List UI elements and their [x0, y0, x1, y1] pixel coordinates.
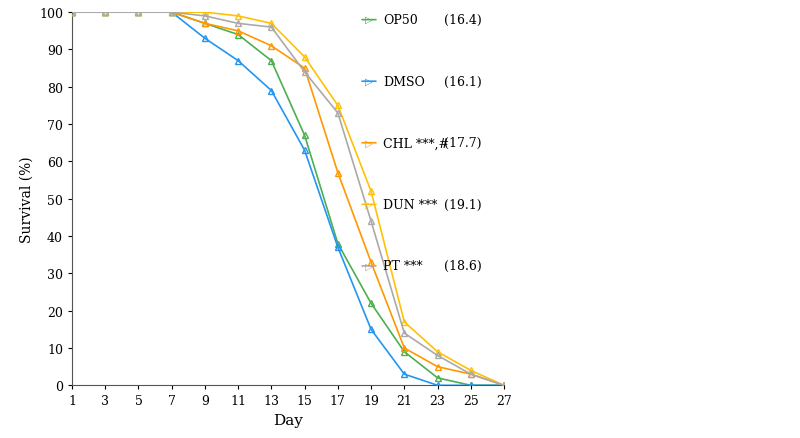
- Text: ▷: ▷: [365, 16, 373, 25]
- Text: OP50: OP50: [383, 14, 418, 27]
- Text: (16.4): (16.4): [443, 14, 482, 27]
- Text: CHL ***,#: CHL ***,#: [383, 137, 449, 150]
- Text: (17.7): (17.7): [443, 137, 481, 150]
- Text: PT ***: PT ***: [383, 260, 422, 273]
- Y-axis label: Survival (%): Survival (%): [19, 156, 34, 243]
- Text: (16.1): (16.1): [443, 75, 482, 88]
- Text: ▷: ▷: [365, 262, 373, 271]
- Text: DUN ***: DUN ***: [383, 198, 438, 212]
- Text: ▷: ▷: [365, 200, 373, 209]
- Text: ▷: ▷: [365, 78, 373, 87]
- Text: (18.6): (18.6): [443, 260, 482, 273]
- Text: ▷: ▷: [365, 139, 373, 148]
- Text: DMSO: DMSO: [383, 75, 425, 88]
- X-axis label: Day: Day: [273, 413, 303, 427]
- Text: (19.1): (19.1): [443, 198, 481, 212]
